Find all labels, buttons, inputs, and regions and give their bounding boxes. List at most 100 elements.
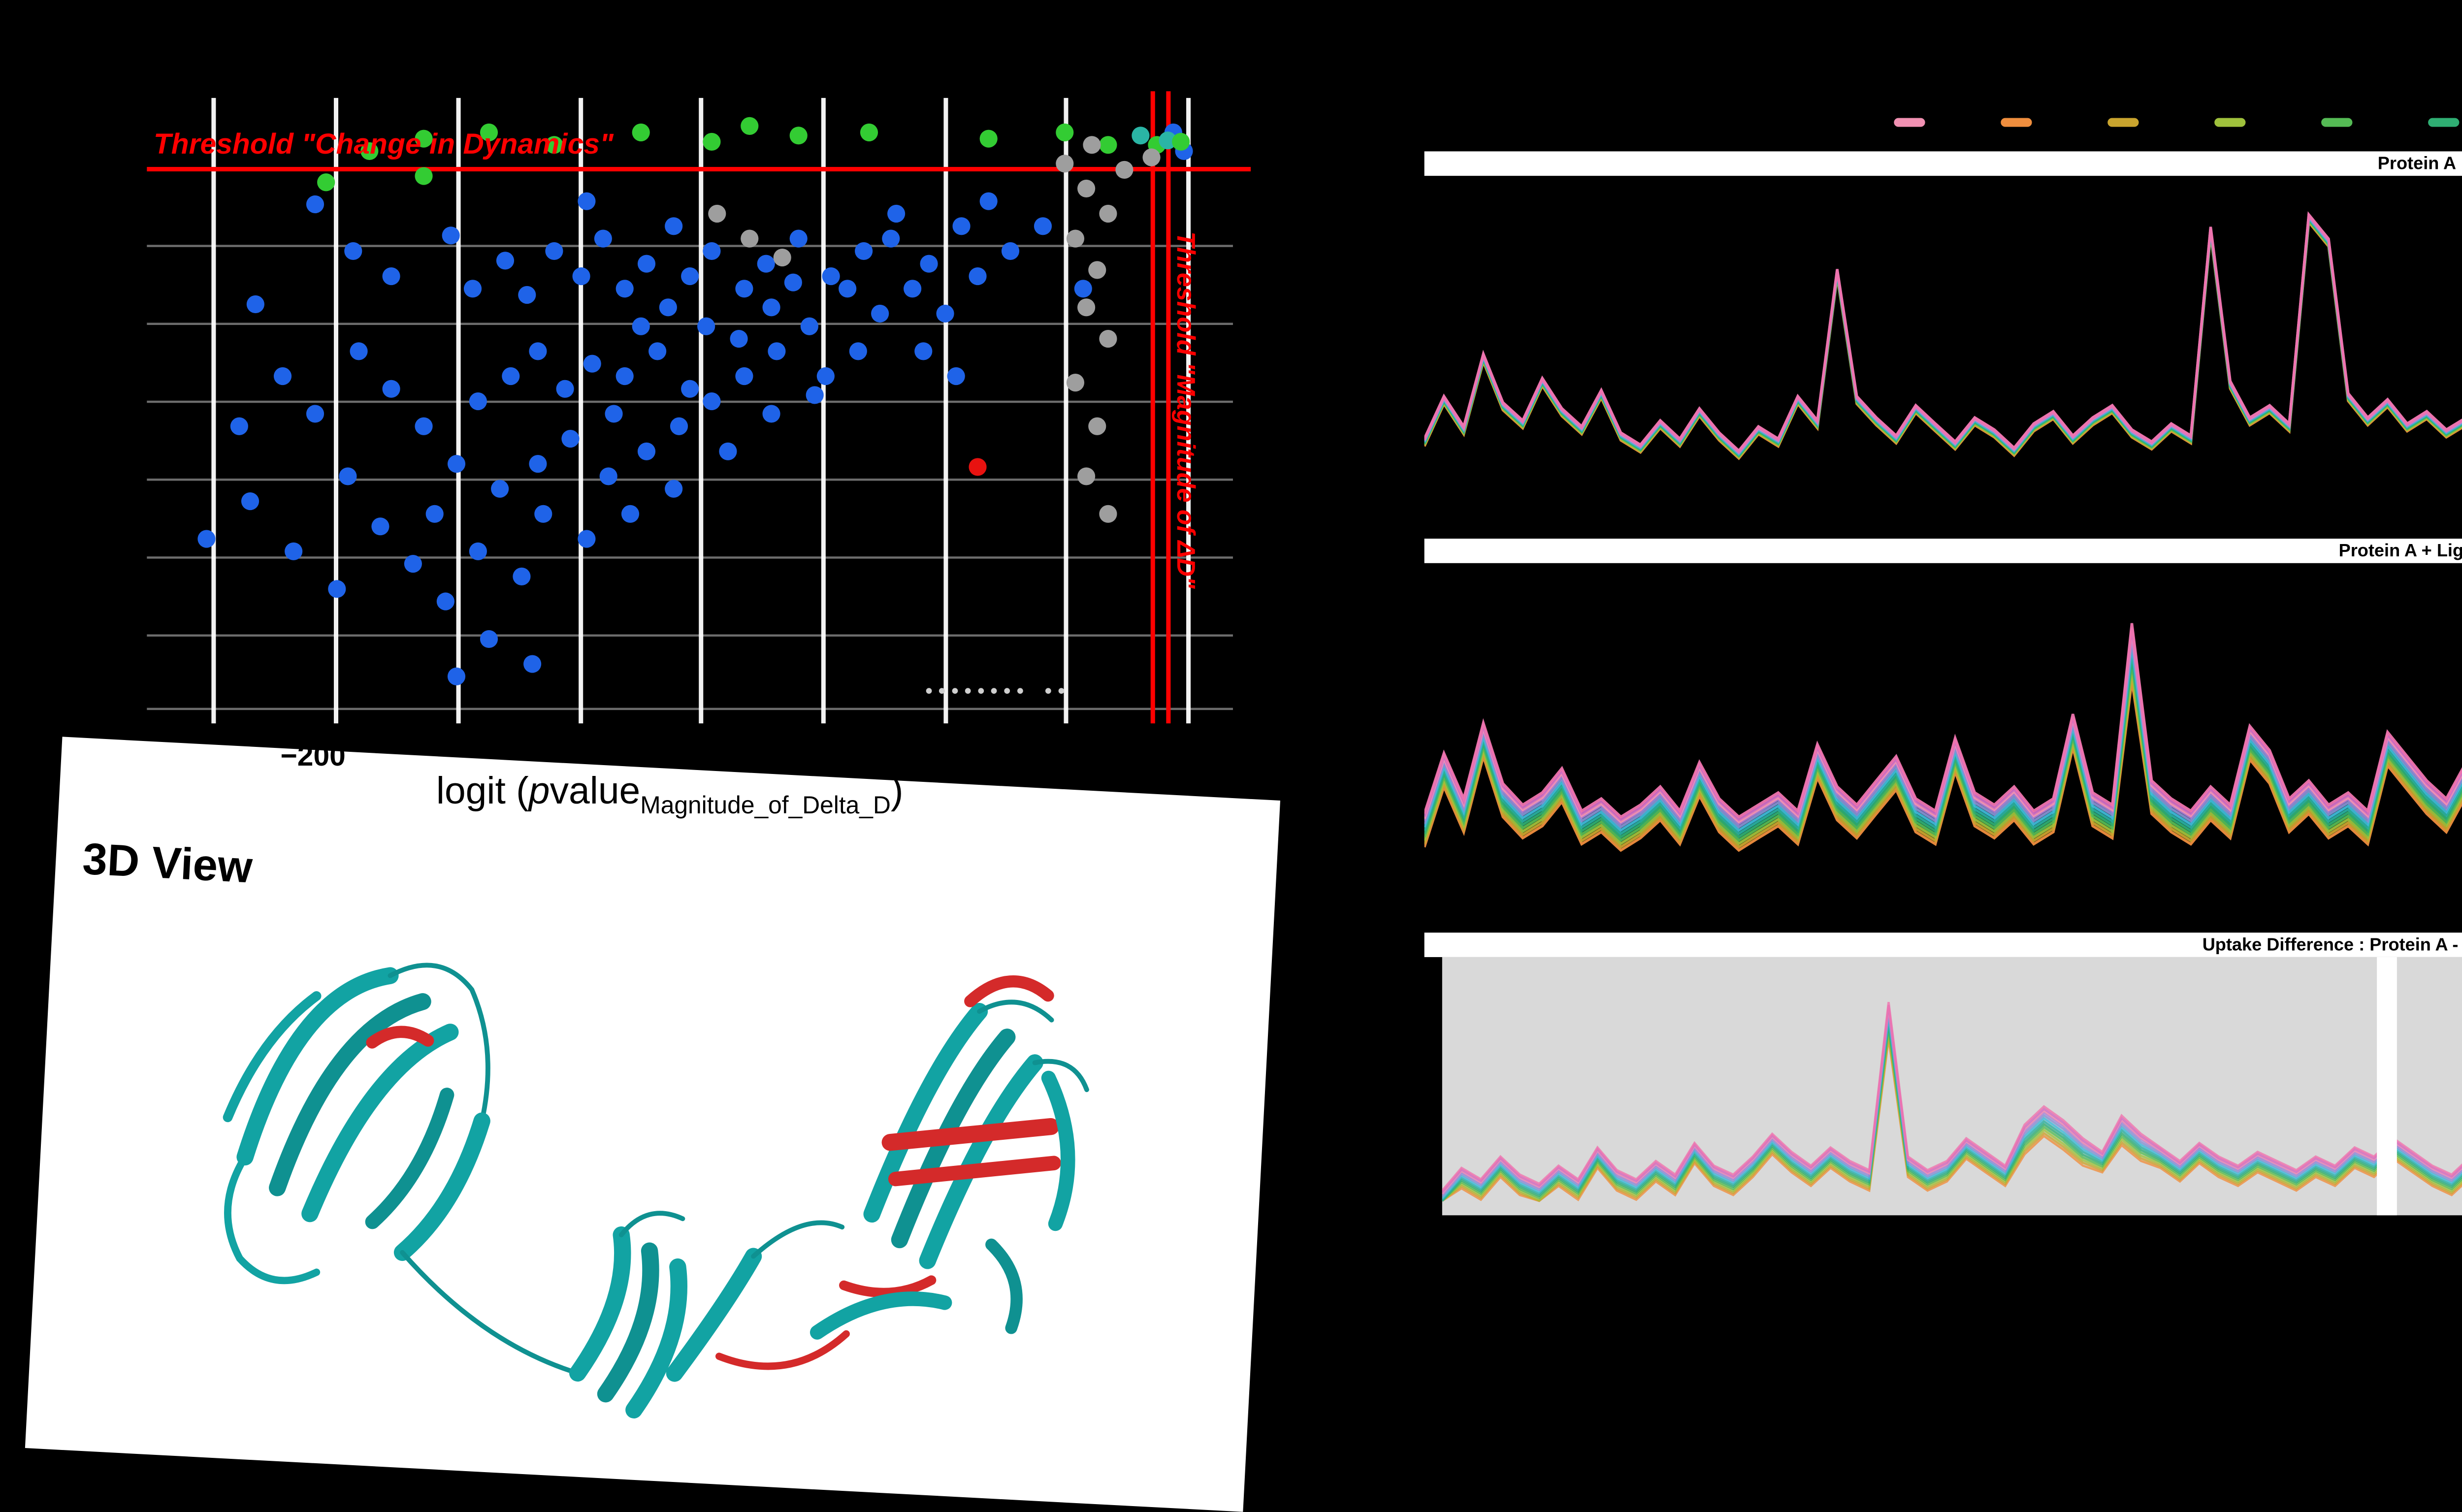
scatter-point[interactable] — [534, 505, 552, 523]
scatter-point[interactable] — [605, 405, 623, 423]
scatter-point[interactable] — [914, 342, 933, 360]
scatter-point[interactable] — [382, 380, 400, 398]
scatter-point[interactable] — [616, 367, 634, 386]
scatter-point[interactable] — [583, 354, 601, 373]
scatter-point[interactable] — [882, 229, 900, 248]
scatter-point[interactable] — [816, 367, 835, 386]
scatter-point[interactable] — [1066, 229, 1085, 248]
scatter-point[interactable] — [415, 167, 433, 185]
scatter-point[interactable] — [415, 129, 433, 148]
scatter-point[interactable] — [979, 192, 998, 210]
scatter-point[interactable] — [773, 248, 791, 267]
scatter-point[interactable] — [681, 380, 699, 398]
scatter-point[interactable] — [969, 458, 987, 476]
scatter-point[interactable] — [839, 280, 857, 298]
scatter-point[interactable] — [648, 342, 667, 360]
scatter-point[interactable] — [1088, 261, 1106, 279]
scatter-point[interactable] — [480, 123, 498, 142]
scatter-point[interactable] — [594, 229, 612, 248]
scatter-point[interactable] — [578, 192, 596, 210]
scatter-point[interactable] — [1099, 329, 1117, 348]
scatter-point[interactable] — [230, 417, 248, 435]
scatter-point[interactable] — [632, 317, 650, 335]
scatter-point[interactable] — [979, 129, 998, 148]
scatter-point[interactable] — [735, 280, 753, 298]
scatter-point[interactable] — [1115, 161, 1134, 179]
scatter-point[interactable] — [1077, 298, 1096, 317]
legend-dash[interactable] — [2428, 118, 2460, 127]
volcano-plot[interactable]: Threshold "Change in Dynamics" Threshold… — [147, 91, 1251, 724]
scatter-point[interactable] — [442, 226, 460, 245]
scatter-point[interactable] — [518, 286, 536, 304]
scatter-point[interactable] — [719, 442, 737, 460]
legend-dash[interactable] — [2001, 118, 2032, 127]
scatter-point[interactable] — [285, 542, 303, 560]
scatter-point[interactable] — [599, 467, 617, 485]
legend-dash[interactable] — [2107, 118, 2139, 127]
legend-dash[interactable] — [1894, 118, 1925, 127]
scatter-point[interactable] — [469, 542, 487, 560]
scatter-point[interactable] — [665, 217, 683, 235]
scatter-point[interactable] — [632, 123, 650, 142]
scatter-point[interactable] — [741, 117, 759, 135]
scatter-point[interactable] — [328, 580, 346, 598]
scatter-point[interactable] — [681, 267, 699, 286]
scatter-point[interactable] — [735, 367, 753, 386]
scatter-point[interactable] — [871, 304, 889, 323]
scatter-point[interactable] — [246, 295, 264, 314]
scatter-point[interactable] — [1074, 280, 1092, 298]
scatter-point[interactable] — [529, 342, 547, 360]
scatter-point[interactable] — [1142, 148, 1161, 166]
scatter-point[interactable] — [849, 342, 867, 360]
scatter-point[interactable] — [637, 442, 656, 460]
scatter-point[interactable] — [1099, 204, 1117, 223]
scatter-point[interactable] — [1034, 217, 1052, 235]
scatter-point[interactable] — [469, 392, 487, 411]
scatter-point[interactable] — [556, 380, 574, 398]
scatter-point[interactable] — [904, 280, 922, 298]
scatter-point[interactable] — [1056, 123, 1074, 142]
scatter-point[interactable] — [855, 242, 873, 260]
uptake-chart-protein-a[interactable] — [1424, 183, 2462, 516]
scatter-point[interactable] — [616, 280, 634, 298]
scatter-point[interactable] — [920, 255, 938, 273]
scatter-point[interactable] — [529, 455, 547, 473]
scatter-point[interactable] — [561, 429, 580, 448]
scatter-point[interactable] — [350, 342, 368, 360]
scatter-point[interactable] — [578, 530, 596, 548]
uptake-chart-protein-a-ligand[interactable] — [1424, 570, 2462, 903]
scatter-point[interactable] — [371, 517, 389, 536]
scatter-point[interactable] — [306, 195, 324, 214]
scatter-point[interactable] — [425, 505, 444, 523]
scatter-point[interactable] — [1099, 505, 1117, 523]
legend-dash[interactable] — [2321, 118, 2353, 127]
scatter-point[interactable] — [382, 267, 400, 286]
scatter-point[interactable] — [762, 298, 780, 317]
scatter-point[interactable] — [1088, 417, 1106, 435]
scatter-point[interactable] — [447, 667, 466, 685]
scatter-point[interactable] — [1077, 467, 1096, 485]
scatter-point[interactable] — [806, 386, 824, 404]
volcano-points[interactable] — [147, 98, 1233, 723]
scatter-point[interactable] — [784, 273, 802, 291]
scatter-point[interactable] — [887, 204, 906, 223]
scatter-point[interactable] — [496, 252, 515, 270]
scatter-point[interactable] — [730, 329, 748, 348]
scatter-point[interactable] — [1099, 136, 1117, 154]
scatter-point[interactable] — [339, 467, 357, 485]
scatter-point[interactable] — [1077, 179, 1096, 197]
scatter-point[interactable] — [708, 204, 726, 223]
legend-dash[interactable] — [2214, 118, 2246, 127]
scatter-point[interactable] — [545, 242, 563, 260]
scatter-point[interactable] — [741, 229, 759, 248]
scatter-point[interactable] — [969, 267, 987, 286]
scatter-point[interactable] — [480, 630, 498, 648]
scatter-point[interactable] — [344, 242, 362, 260]
scatter-point[interactable] — [463, 280, 482, 298]
scatter-point[interactable] — [404, 555, 422, 573]
scatter-point[interactable] — [952, 217, 971, 235]
scatter-point[interactable] — [860, 123, 878, 142]
3d-view-panel[interactable]: 3D View — [25, 737, 1281, 1512]
scatter-point[interactable] — [822, 267, 840, 286]
scatter-point[interactable] — [1066, 374, 1085, 392]
